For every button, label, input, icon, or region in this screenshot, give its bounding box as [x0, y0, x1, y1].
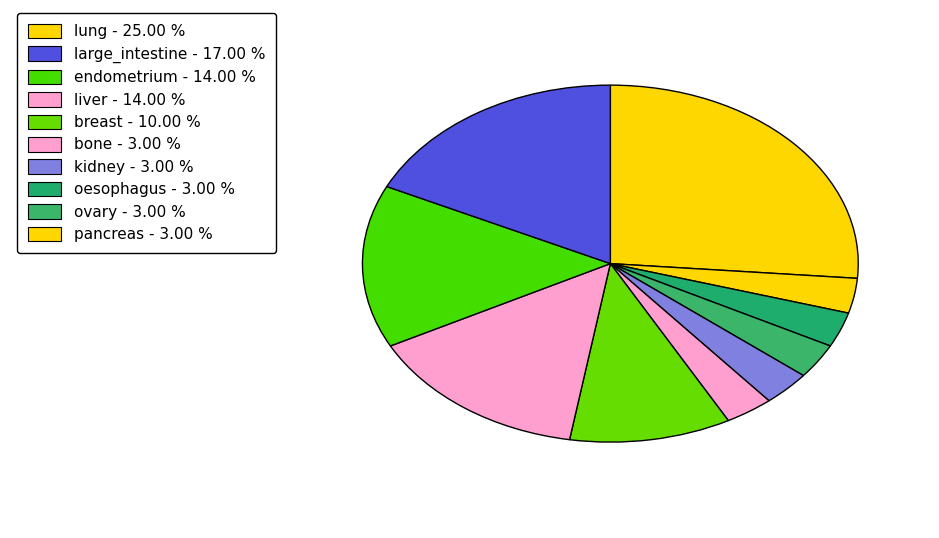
Wedge shape — [610, 85, 858, 278]
Wedge shape — [610, 264, 849, 346]
Wedge shape — [570, 264, 729, 442]
Wedge shape — [610, 264, 769, 421]
Legend: lung - 25.00 %, large_intestine - 17.00 %, endometrium - 14.00 %, liver - 14.00 : lung - 25.00 %, large_intestine - 17.00 … — [17, 13, 276, 253]
Wedge shape — [610, 264, 804, 401]
Wedge shape — [610, 264, 857, 313]
Wedge shape — [362, 187, 610, 346]
Wedge shape — [387, 85, 610, 264]
Wedge shape — [391, 264, 610, 440]
Wedge shape — [610, 264, 830, 376]
